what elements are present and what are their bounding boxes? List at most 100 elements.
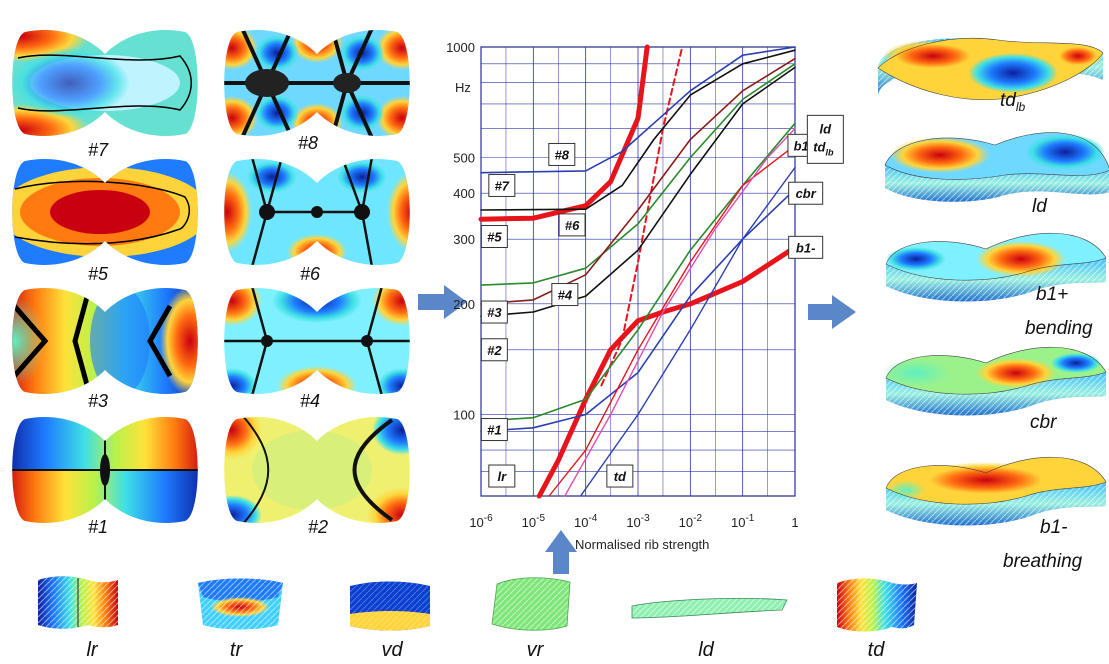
annotation-text: cbr [796, 186, 817, 201]
series-line-11 [564, 127, 796, 497]
annotation-text: #7 [495, 178, 510, 193]
annotation-box [480, 225, 508, 249]
render-cbr-image [881, 346, 1107, 416]
plate-mode-label: #6 [300, 264, 321, 284]
rib-mode-label: ld [698, 639, 714, 661]
annotation-text: td [614, 469, 627, 484]
annotation-5: #5 [480, 225, 508, 249]
plate-mode-8-image [224, 30, 410, 136]
rib-mode-lr-image [38, 576, 118, 629]
annotation-box [806, 114, 844, 164]
plate-mode-5-image [12, 159, 198, 265]
arrow-up-to-axis [545, 530, 577, 574]
annotation-7: #7 [488, 173, 516, 197]
render-labels: tdlb ld b1+ bending cbr b1- breathing [1000, 90, 1093, 572]
series-line-2 [600, 46, 684, 387]
annotation-box [548, 142, 576, 166]
arrow-chart-to-right [808, 295, 856, 329]
annotation-b1: b1- [788, 235, 824, 259]
rib-mode-label: tr [230, 639, 244, 661]
render-b1plus-image [885, 232, 1107, 302]
plate-mode-label: #3 [88, 391, 108, 411]
series-line-6 [480, 66, 796, 318]
x-tick-label: 1 [791, 515, 798, 530]
annotation-text: #2 [487, 343, 502, 358]
series-group [478, 44, 798, 499]
series-line-7 [480, 62, 796, 286]
plate-mode-label: #7 [88, 140, 109, 160]
annotation-3: #3 [480, 300, 508, 324]
arrow-left-to-chart [418, 285, 467, 319]
series-line-3 [480, 46, 796, 174]
annotation-text: #4 [558, 288, 573, 303]
x-axis-label: Normalised rib strength [575, 537, 709, 552]
x-tick-labels: 10-6 10-5 10-4 10-3 10-2 10-1 1 [469, 513, 798, 530]
series-line-12 [579, 166, 796, 497]
y-tick-label: 100 [453, 407, 475, 422]
rib-mode-label: td [868, 639, 886, 661]
annotation-text: tdlb [813, 139, 834, 157]
rib-mode-vr-image [491, 577, 571, 631]
annotation-2: #2 [480, 338, 508, 362]
render-b1minus-image [885, 456, 1107, 526]
render-label-bending: bending [1025, 318, 1093, 339]
x-tick-label: 10-3 [626, 513, 650, 530]
plate-mode-label: #8 [298, 133, 318, 153]
x-tick-label: 10-2 [679, 513, 703, 530]
render-label-b1minus: b1- [1040, 517, 1067, 538]
annotation-box [480, 418, 508, 442]
series-line-5 [480, 49, 796, 211]
y-tick-label: 1000 [446, 40, 475, 55]
render-label-subscript: lb [1016, 100, 1026, 114]
rib-mode-vd-image [350, 581, 430, 631]
y-axis-label: Hz [455, 80, 471, 95]
y-tick-labels: 100 200 300 400 500 1000 [446, 40, 475, 422]
x-tick-label: 10-5 [522, 513, 546, 530]
x-tick-label: 10-1 [731, 513, 755, 530]
rib-mode-row [38, 576, 917, 632]
render-column [877, 37, 1109, 526]
plate-mode-3-image [12, 288, 198, 394]
render-label-td-lb: tdlb [1000, 90, 1026, 114]
annotation-box [788, 181, 824, 205]
annotation-box [606, 464, 634, 488]
rib-mode-label: vd [381, 639, 403, 661]
annotation-ld-tdlb: ld tdlb [806, 114, 844, 164]
annotation-text: ld [820, 121, 833, 136]
frequency-chart: 10-6 10-5 10-4 10-3 10-2 10-1 1 100 200 300 400 50… [446, 40, 844, 552]
annotation-box [480, 300, 508, 324]
rib-mode-label: lr [86, 639, 98, 661]
annotation-text: lr [497, 469, 507, 484]
annotation-box [558, 213, 586, 237]
series-line-8 [480, 57, 796, 305]
y-tick-label: 200 [453, 297, 475, 312]
annotation-text: #3 [487, 305, 502, 320]
annotation-text: b1- [796, 240, 816, 255]
x-tick-label: 10-4 [574, 513, 598, 530]
plate-mode-label: #5 [88, 264, 109, 284]
annotation-box [480, 338, 508, 362]
x-tick-label: 10-6 [469, 513, 493, 530]
annotation-1: #1 [480, 418, 508, 442]
annotation-8: #8 [548, 142, 576, 166]
plate-mode-7-image [12, 30, 198, 136]
plate-mode-4-image [224, 288, 410, 394]
annotation-box [488, 173, 516, 197]
render-label-main: td [1000, 90, 1017, 111]
render-td-lb-image [877, 37, 1104, 100]
plate-mode-6-image [224, 159, 410, 265]
annotation-text: #1 [487, 423, 501, 438]
render-label-breathing: breathing [1003, 551, 1083, 572]
rib-mode-td-image [837, 578, 917, 632]
annotation-box [788, 235, 824, 259]
render-ld-image [884, 132, 1109, 202]
plate-mode-grid [12, 30, 410, 523]
y-tick-label: 300 [453, 232, 475, 247]
y-tick-label: 400 [453, 186, 475, 201]
series-line-0 [478, 44, 650, 222]
plate-mode-label: #1 [88, 517, 108, 537]
plate-mode-label: #4 [300, 391, 320, 411]
plate-mode-1-image [12, 417, 198, 523]
y-tick-label: 500 [453, 151, 475, 166]
rib-mode-labels: lr tr vd vr ld td [86, 639, 885, 661]
